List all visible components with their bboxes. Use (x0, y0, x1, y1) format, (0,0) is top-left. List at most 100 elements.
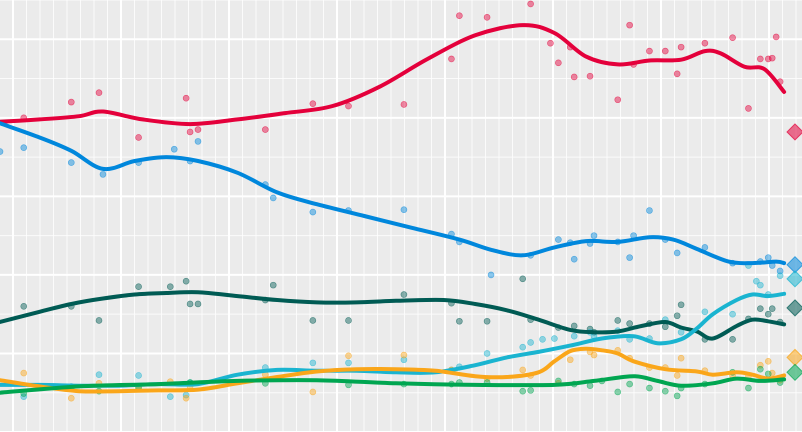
poll-point-series-0 (673, 70, 681, 78)
poll-point-series-1 (764, 254, 772, 261)
poll-point-series-0 (772, 33, 780, 41)
poll-point-series-0 (570, 73, 578, 81)
poll-point-series-4 (400, 351, 408, 359)
poll-point-series-5 (745, 384, 752, 392)
poll-point-series-3 (539, 336, 546, 343)
poll-point-series-1 (673, 249, 681, 257)
poll-point-series-0 (95, 89, 103, 96)
poll-point-series-4 (673, 372, 681, 379)
poll-point-series-0 (182, 94, 190, 102)
poll-point-series-0 (677, 43, 685, 51)
poll-point-series-3 (483, 350, 491, 357)
poll-point-series-5 (757, 365, 764, 373)
poll-point-series-3 (95, 371, 103, 378)
poll-point-series-1 (20, 144, 28, 151)
poll-point-series-0 (186, 128, 194, 136)
poll-point-series-0 (309, 100, 317, 107)
poll-point-series-2 (95, 317, 103, 324)
poll-point-series-3 (701, 308, 709, 316)
poll-point-series-0 (345, 102, 352, 110)
poll-point-series-0 (626, 21, 633, 29)
trend-line-series-5 (0, 374, 787, 395)
poll-point-series-1 (194, 138, 202, 145)
latest-result-marker-series-3 (786, 270, 802, 288)
poll-point-series-0 (400, 101, 408, 108)
poll-point-series-2 (345, 317, 352, 324)
poll-point-series-0 (194, 126, 202, 133)
poll-point-series-3 (570, 332, 578, 340)
poll-point-series-1 (269, 194, 277, 202)
poll-point-series-1 (487, 271, 495, 279)
poll-point-series-2 (764, 310, 772, 318)
poll-point-series-2 (194, 300, 202, 308)
poll-point-series-2 (182, 277, 190, 285)
poll-point-series-2 (483, 317, 491, 325)
poll-point-series-2 (661, 323, 669, 331)
poll-point-series-3 (519, 343, 527, 351)
poll-point-series-0 (483, 13, 491, 21)
poll-point-series-1 (570, 255, 578, 263)
poll-point-series-0 (768, 54, 776, 62)
poll-point-series-2 (400, 291, 408, 298)
poll-point-series-2 (614, 317, 622, 324)
poll-point-series-0 (67, 98, 75, 106)
poll-point-series-4 (768, 369, 776, 377)
poll-point-series-0 (661, 47, 669, 55)
poll-point-series-4 (566, 356, 574, 364)
poll-point-series-0 (701, 39, 709, 47)
poll-point-series-2 (309, 317, 317, 324)
poll-point-series-2 (20, 303, 28, 310)
poll-point-series-0 (614, 96, 622, 104)
poll-point-series-3 (400, 356, 408, 364)
trend-line-series-1 (0, 121, 787, 266)
poll-point-series-0 (757, 55, 764, 63)
poll-point-series-1 (0, 148, 4, 155)
poll-point-series-2 (186, 300, 194, 308)
trend-line-series-0 (0, 23, 787, 127)
poll-point-series-3 (166, 393, 174, 400)
poll-point-series-2 (519, 275, 527, 283)
poll-point-series-4 (182, 394, 190, 402)
poll-point-series-3 (729, 310, 736, 318)
poll-point-series-5 (519, 387, 527, 395)
poll-point-series-1 (590, 232, 598, 239)
poll-point-series-2 (673, 312, 681, 320)
poll-point-series-4 (519, 366, 527, 374)
poll-point-series-3 (345, 359, 352, 367)
poll-point-series-0 (586, 72, 594, 80)
poll-point-series-2 (677, 301, 685, 309)
poll-point-series-0 (729, 34, 736, 42)
poll-point-series-3 (551, 335, 558, 342)
poll-point-series-4 (67, 394, 75, 402)
poll-point-series-2 (166, 283, 174, 290)
poll-point-series-1 (400, 206, 408, 214)
poll-point-series-5 (527, 387, 534, 394)
poll-point-series-1 (170, 145, 178, 153)
poll-point-series-1 (555, 236, 562, 243)
latest-result-marker-series-0 (786, 123, 802, 141)
poll-point-series-0 (135, 134, 142, 141)
poll-point-series-0 (646, 47, 653, 55)
poll-point-series-1 (646, 207, 653, 214)
poll-point-series-0 (448, 55, 455, 63)
poll-point-series-1 (626, 254, 633, 261)
latest-result-marker-series-5 (786, 363, 802, 382)
poll-point-series-4 (309, 388, 317, 396)
poll-point-series-0 (547, 39, 554, 47)
poll-point-series-5 (673, 392, 681, 400)
poll-point-series-0 (555, 59, 562, 67)
poll-point-series-2 (729, 336, 736, 343)
poll-point-series-1 (776, 267, 784, 275)
poll-point-series-1 (67, 159, 75, 166)
latest-result-marker-series-2 (786, 299, 802, 317)
poll-point-series-3 (757, 281, 764, 289)
poll-point-series-0 (527, 0, 534, 8)
poll-point-series-3 (309, 359, 317, 367)
poll-point-series-1 (309, 208, 317, 216)
poll-point-series-2 (768, 305, 776, 312)
poll-point-series-4 (20, 369, 28, 377)
poll-point-series-0 (456, 12, 463, 20)
poll-point-series-3 (776, 272, 784, 279)
poll-point-series-2 (135, 283, 142, 290)
poll-point-series-5 (614, 388, 622, 396)
